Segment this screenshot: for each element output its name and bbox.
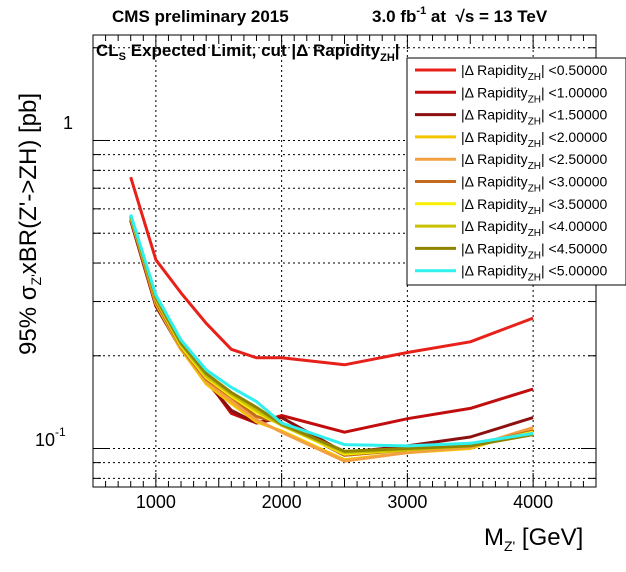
chart-subtitle: CLS Expected Limit, cut |Δ RapidityZH| xyxy=(96,41,400,64)
subtitle-end: | xyxy=(395,41,400,60)
legend-label: |Δ RapidityZH| <1.00000 xyxy=(461,84,608,105)
series-lines xyxy=(129,176,534,463)
series-line xyxy=(129,214,534,448)
legend-label: |Δ RapidityZH| <2.00000 xyxy=(461,129,608,150)
x-title-sub: Z' xyxy=(504,538,515,554)
subtitle-cl-sub: S xyxy=(119,51,126,63)
lumi-exponent: -1 xyxy=(416,5,426,17)
legend-label: |Δ RapidityZH| <4.50000 xyxy=(461,240,608,261)
series-line xyxy=(129,176,534,367)
sqrt-symbol: √ xyxy=(455,7,465,26)
y-title-prefix: 95% σ xyxy=(15,285,42,355)
x-title-main: M xyxy=(484,524,504,551)
legend-label: |Δ RapidityZH| <1.50000 xyxy=(461,107,608,128)
legend-label: |Δ RapidityZH| <5.00000 xyxy=(461,263,608,284)
legend-label: |Δ RapidityZH| <3.00000 xyxy=(461,174,608,195)
legend-label: |Δ RapidityZH| <2.50000 xyxy=(461,151,608,172)
luminosity-label: 3.0 fb-1 at √s = 13 TeV xyxy=(372,5,548,26)
y-title-suffix: xBR(Z'->ZH) [pb] xyxy=(15,93,42,274)
subtitle-sub: ZH xyxy=(380,52,395,64)
axis-ticks xyxy=(92,35,597,487)
subtitle-cl: CL xyxy=(96,41,119,60)
y-tick-base: 10 xyxy=(35,430,55,450)
x-axis-title: MZ' [GeV] xyxy=(484,524,583,554)
legend-label: |Δ RapidityZH| <3.50000 xyxy=(461,196,608,217)
x-tick-label: 2000 xyxy=(262,492,302,512)
experiment-label: CMS preliminary 2015 xyxy=(112,7,289,26)
subtitle-text: Expected Limit, cut |Δ Rapidity xyxy=(126,41,381,60)
y-tick-label-0p1: 10-1 xyxy=(35,425,66,450)
legend: |Δ RapidityZH| <0.50000|Δ RapidityZH| <1… xyxy=(406,57,626,286)
y-tick-exp: -1 xyxy=(55,425,66,439)
y-axis-title: 95% σZ'xBR(Z'->ZH) [pb] xyxy=(15,93,44,355)
energy-label: s = 13 TeV xyxy=(465,7,548,26)
lumi-at: at xyxy=(426,7,455,26)
y-title-sub: Z' xyxy=(28,274,44,285)
lumi-value: 3.0 fb xyxy=(372,7,416,26)
x-tick-label: 4000 xyxy=(513,492,553,512)
x-tick-labels: 1000 2000 3000 4000 xyxy=(136,492,553,512)
legend-label: |Δ RapidityZH| <0.50000 xyxy=(461,62,608,83)
legend-label: |Δ RapidityZH| <4.00000 xyxy=(461,218,608,239)
x-title-unit: [GeV] xyxy=(515,524,583,551)
x-tick-label: 1000 xyxy=(136,492,176,512)
x-tick-label: 3000 xyxy=(387,492,427,512)
y-tick-label-1: 1 xyxy=(63,113,73,133)
